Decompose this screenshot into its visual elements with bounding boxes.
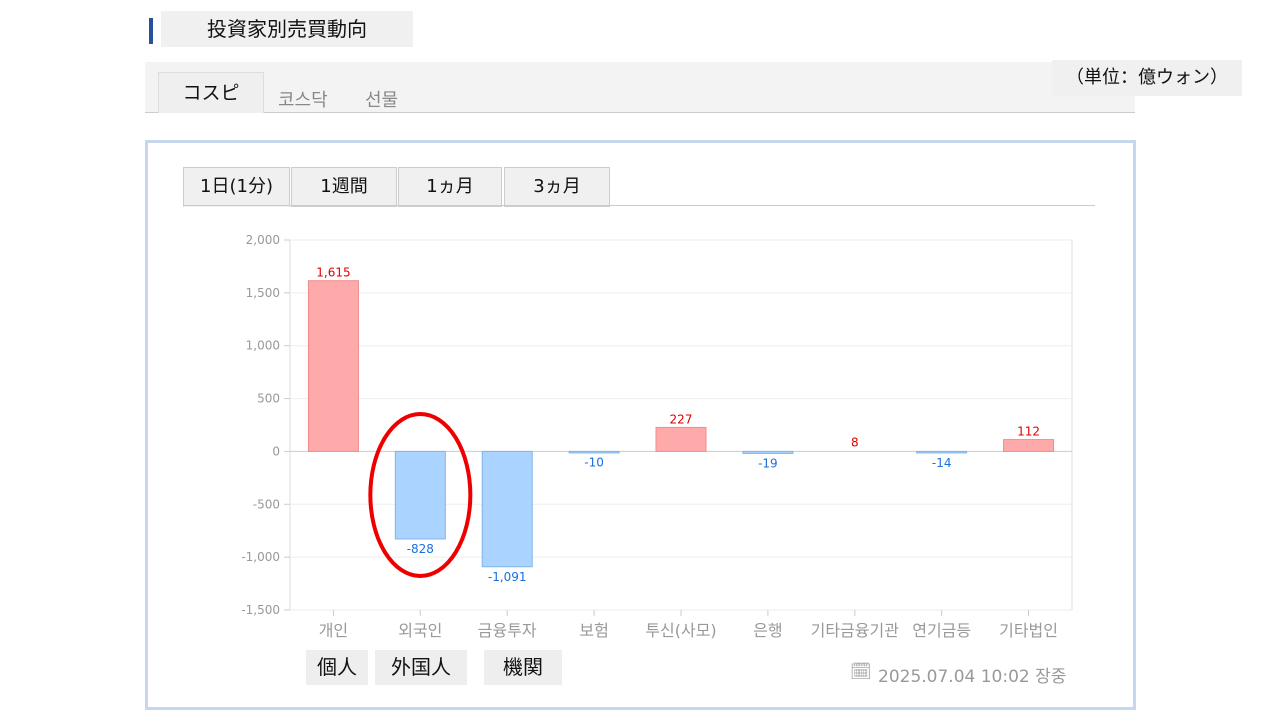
x-tick-label: 보험: [579, 621, 608, 640]
bar: [1003, 439, 1055, 452]
data-label: 8: [851, 436, 859, 450]
x-tick-label: 기타금융기관: [811, 621, 900, 640]
x-tick-label: 연기금등: [912, 621, 971, 640]
market-tabs: コスピ 코스닥 선물: [145, 62, 1135, 113]
title-accent-bar: [149, 18, 153, 44]
highlight-circle: [368, 412, 473, 578]
y-tick-label: 2,000: [246, 233, 280, 247]
tab-kospi[interactable]: コスピ: [158, 72, 264, 113]
x-tick-label: 금융투자: [478, 621, 537, 640]
bar: [307, 280, 359, 452]
x-tick-label: 기타법인: [999, 621, 1058, 640]
plot-area: [289, 239, 1073, 611]
x-tick-label: 은행: [753, 621, 782, 640]
tab-3month[interactable]: 3ヵ月: [504, 167, 610, 207]
bar: [916, 450, 968, 454]
tab-1week[interactable]: 1週間: [291, 167, 397, 207]
y-tick-label: -500: [253, 497, 280, 511]
y-tick-label: -1,000: [241, 550, 280, 564]
data-label: 112: [1017, 425, 1040, 439]
bar: [568, 450, 620, 454]
tab-divider: [183, 205, 1095, 206]
x-tick-label: 투신(사모): [645, 621, 716, 640]
data-label: 1,615: [316, 266, 350, 280]
y-tick-label: 0: [272, 444, 280, 458]
page-title: 投資家別売買動向: [161, 11, 413, 47]
data-label: -10: [584, 455, 604, 469]
annotation-individual: 個人: [306, 650, 368, 685]
bar: [481, 450, 533, 568]
data-label: -828: [407, 542, 434, 556]
data-label: -19: [758, 456, 778, 470]
tab-1month[interactable]: 1ヵ月: [398, 167, 502, 207]
timestamp: 2025.07.04 10:02 장중: [878, 667, 1067, 687]
tab-1day[interactable]: 1日(1分): [183, 167, 290, 207]
data-label: -14: [932, 456, 952, 470]
bar: [655, 426, 707, 452]
annotation-foreign: 外国人: [375, 650, 467, 685]
clock-icon: 🗓: [850, 662, 872, 682]
y-tick-label: 500: [257, 392, 280, 406]
x-tick-label: 개인: [319, 621, 348, 640]
bar: [742, 450, 794, 454]
chart-panel: [145, 140, 1136, 710]
data-label: -1,091: [488, 570, 527, 584]
tab-kosdaq[interactable]: 코스닥: [278, 90, 328, 111]
y-tick-label: 1,500: [246, 286, 280, 300]
data-label: 227: [670, 412, 693, 426]
tab-futures[interactable]: 선물: [365, 90, 399, 111]
unit-label: （単位：億ウォン）: [1052, 60, 1242, 96]
y-tick-label: -1,500: [241, 603, 280, 617]
bar: [394, 450, 446, 540]
annotation-institution: 機関: [484, 650, 562, 685]
y-tick-label: 1,000: [246, 339, 280, 353]
x-tick-label: 외국인: [398, 621, 442, 640]
